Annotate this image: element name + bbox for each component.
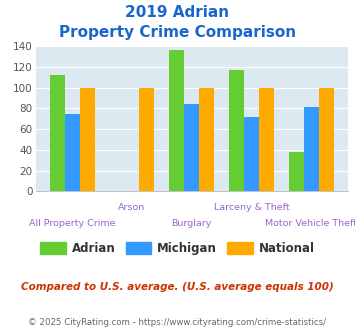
Bar — [289, 152, 304, 191]
Bar — [259, 88, 274, 191]
Text: Larceny & Theft: Larceny & Theft — [214, 203, 289, 212]
Text: Arson: Arson — [118, 203, 146, 212]
Text: 2019 Adrian: 2019 Adrian — [125, 5, 230, 20]
Text: Property Crime Comparison: Property Crime Comparison — [59, 25, 296, 40]
Bar — [199, 88, 214, 191]
Bar — [319, 88, 334, 191]
Legend: Adrian, Michigan, National: Adrian, Michigan, National — [36, 237, 319, 260]
Text: © 2025 CityRating.com - https://www.cityrating.com/crime-statistics/: © 2025 CityRating.com - https://www.city… — [28, 318, 327, 327]
Bar — [50, 75, 65, 191]
Bar — [80, 88, 94, 191]
Text: Burglary: Burglary — [171, 219, 212, 228]
Text: All Property Crime: All Property Crime — [29, 219, 115, 228]
Text: Compared to U.S. average. (U.S. average equals 100): Compared to U.S. average. (U.S. average … — [21, 282, 334, 292]
Bar — [304, 107, 319, 191]
Text: Motor Vehicle Theft: Motor Vehicle Theft — [265, 219, 355, 228]
Bar — [244, 117, 259, 191]
Bar — [65, 114, 80, 191]
Bar — [169, 50, 184, 191]
Bar — [140, 88, 154, 191]
Bar — [184, 104, 199, 191]
Bar — [229, 70, 244, 191]
